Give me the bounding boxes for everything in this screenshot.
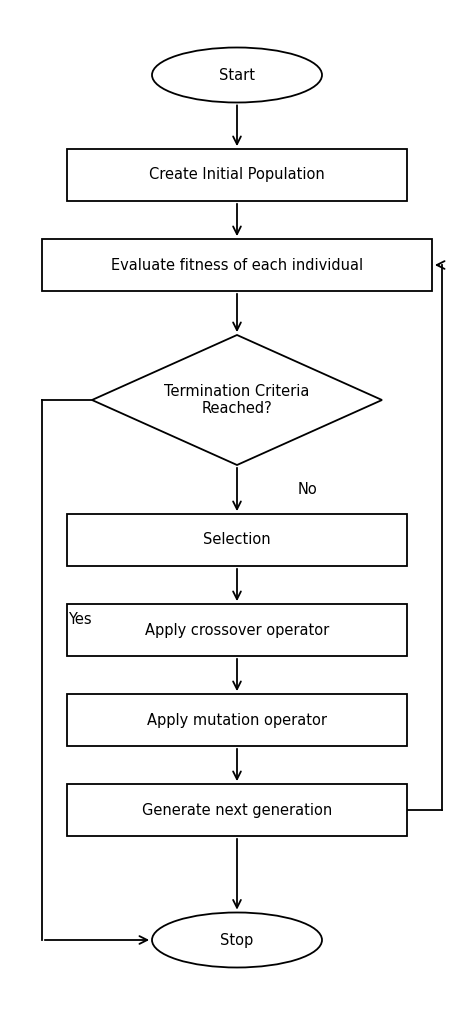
- Text: Yes: Yes: [68, 613, 91, 628]
- Text: Generate next generation: Generate next generation: [142, 803, 332, 818]
- Text: Start: Start: [219, 67, 255, 82]
- Bar: [67, 604, 407, 656]
- Text: Apply mutation operator: Apply mutation operator: [147, 712, 327, 727]
- Bar: [67, 694, 407, 746]
- Text: Evaluate fitness of each individual: Evaluate fitness of each individual: [111, 257, 363, 272]
- Text: Selection: Selection: [203, 532, 271, 548]
- Bar: [67, 149, 407, 201]
- Bar: [42, 239, 432, 291]
- Ellipse shape: [152, 48, 322, 103]
- Text: No: No: [298, 483, 318, 498]
- Bar: [67, 784, 407, 836]
- Text: Stop: Stop: [220, 933, 254, 948]
- Bar: [67, 514, 407, 566]
- Ellipse shape: [152, 912, 322, 967]
- Text: Termination Criteria
Reached?: Termination Criteria Reached?: [164, 384, 310, 417]
- Text: Apply crossover operator: Apply crossover operator: [145, 623, 329, 637]
- Polygon shape: [92, 335, 382, 465]
- Text: Create Initial Population: Create Initial Population: [149, 168, 325, 183]
